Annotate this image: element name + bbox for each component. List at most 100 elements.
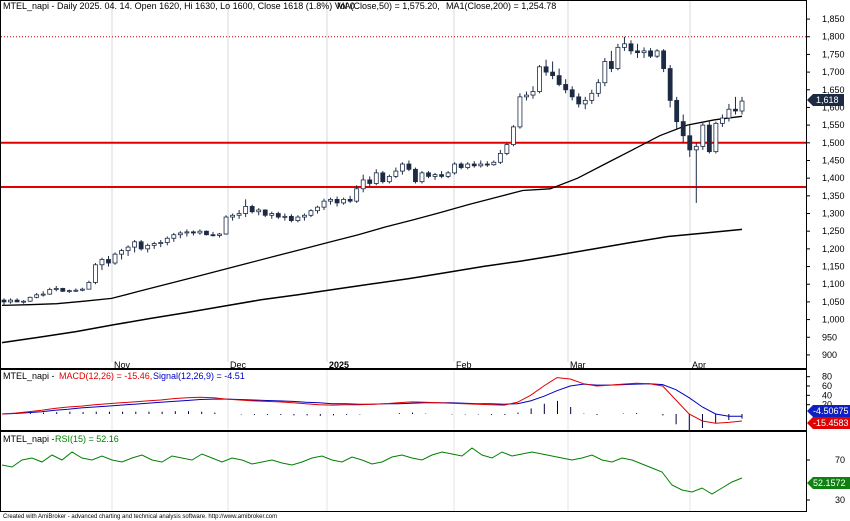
x-tick-label: Dec: [230, 360, 247, 370]
rsi-label: RSI(15) = 52.16: [55, 434, 119, 444]
candle-body: [386, 175, 392, 183]
candle-body: [622, 43, 627, 48]
candle-body: [511, 126, 516, 145]
candle-body: [569, 89, 575, 98]
candle-body: [164, 237, 170, 243]
candle-body: [269, 213, 275, 216]
candle: [53, 285, 59, 292]
candle: [171, 232, 177, 242]
candle-body: [315, 206, 320, 212]
rsi-pane-ticker: MTEL_napi -: [3, 434, 55, 444]
candle: [164, 236, 170, 246]
candle-body: [328, 198, 333, 202]
candle-body: [399, 163, 405, 172]
candle-body: [687, 135, 693, 151]
rsi-flag: 52.1572: [807, 477, 850, 489]
candle: [27, 296, 33, 302]
candle: [151, 241, 157, 249]
candle-body: [471, 163, 477, 167]
candle: [465, 162, 471, 170]
candle-body: [491, 161, 497, 166]
candle: [497, 149, 503, 165]
candle-body: [661, 50, 667, 69]
candle-body: [432, 174, 438, 177]
candle-body: [112, 253, 118, 264]
price-y-tick-label: 900: [822, 350, 837, 360]
candle-body: [34, 294, 40, 298]
candle-body: [190, 231, 196, 234]
candle: [589, 89, 595, 104]
candle-body: [275, 213, 281, 218]
candle: [230, 213, 235, 221]
candle: [432, 172, 438, 180]
candle: [106, 255, 111, 267]
candle-body: [334, 198, 340, 204]
candle-body: [93, 264, 98, 283]
candle: [569, 86, 575, 101]
candle-body: [341, 198, 347, 204]
candle: [524, 91, 529, 101]
macd-label: MACD(12,26) = -15.46,: [59, 371, 152, 381]
candle-body: [478, 163, 484, 167]
candle-body: [60, 288, 66, 292]
price-y-tick-label: 1,100: [822, 279, 845, 289]
candle-body: [530, 91, 536, 96]
x-tick-label: Feb: [456, 360, 472, 370]
macd-line: [1, 377, 743, 424]
candle: [478, 160, 484, 168]
price-y-tick-label: 1,350: [822, 191, 845, 201]
candle: [511, 125, 516, 147]
candle: [86, 280, 92, 290]
candle-body: [236, 213, 242, 216]
candle: [471, 161, 477, 168]
price-y-tick-label: 1,700: [822, 67, 845, 77]
candle-body: [171, 234, 177, 239]
candle-body: [693, 145, 699, 151]
candle-body: [47, 289, 53, 295]
candle: [308, 209, 314, 218]
price-y-tick-label: 1,500: [822, 138, 845, 148]
candle: [654, 49, 660, 58]
candle-body: [537, 66, 542, 92]
candle: [726, 103, 732, 122]
candle: [190, 230, 196, 236]
candle: [210, 231, 216, 237]
candle-body: [79, 288, 85, 291]
candle: [204, 230, 209, 236]
price-y-tick-label: 1,200: [822, 244, 845, 254]
candle: [217, 232, 222, 238]
x-tick-label: Apr: [692, 360, 706, 370]
candle: [184, 229, 190, 237]
candle: [380, 171, 386, 184]
macd-y-tick-label: 80: [822, 372, 832, 382]
candle-body: [132, 241, 138, 248]
candle: [720, 114, 725, 127]
candle: [550, 61, 556, 80]
candle: [99, 257, 105, 271]
candle-body: [497, 153, 503, 163]
price-y-tick-label: 1,000: [822, 315, 845, 325]
x-tick-label: Mar: [570, 360, 586, 370]
candle: [125, 245, 131, 256]
candle: [367, 176, 373, 187]
candle-body: [106, 259, 111, 264]
candle: [21, 300, 26, 304]
candle-body: [713, 122, 719, 153]
candle: [648, 48, 653, 58]
candle: [713, 121, 719, 154]
candle-body: [354, 188, 360, 202]
candle-body: [295, 216, 301, 221]
candle-body: [347, 198, 353, 202]
candle: [288, 214, 294, 223]
candle: [295, 215, 301, 223]
candle: [452, 162, 458, 175]
candle-body: [217, 233, 222, 236]
candle-body: [563, 84, 569, 91]
candle-body: [635, 50, 640, 54]
candle: [693, 142, 699, 203]
price-y-tick-label: 1,400: [822, 173, 845, 183]
candle: [119, 248, 124, 260]
candle-body: [256, 209, 262, 213]
candle: [197, 229, 203, 235]
candle-body: [445, 172, 451, 177]
